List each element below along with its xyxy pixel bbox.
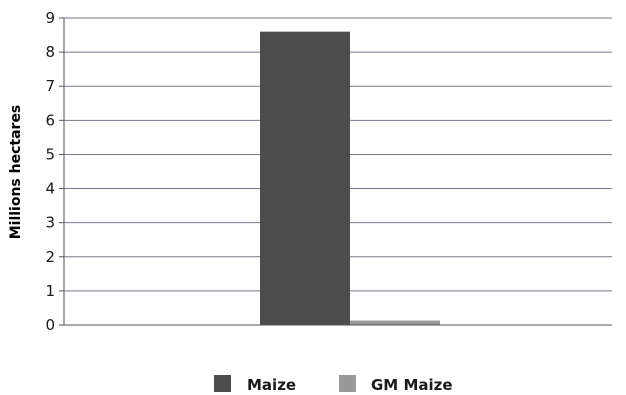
y-tick-label: 7 (45, 77, 55, 95)
bars (260, 31, 440, 326)
y-tick-label: 9 (45, 9, 55, 27)
y-tick-label: 0 (45, 316, 55, 334)
y-tick-label: 8 (45, 43, 55, 61)
y-tick-label: 3 (45, 214, 55, 232)
legend-label: GM Maize (371, 376, 453, 394)
legend-swatch-maize (214, 375, 231, 392)
legend-swatch-gm-maize (339, 375, 356, 392)
axes (63, 18, 612, 326)
y-tick-label: 2 (45, 248, 55, 266)
legend-label: Maize (247, 376, 296, 394)
y-axis-title: Millions hectares (8, 105, 24, 240)
y-tick-label: 4 (45, 180, 55, 198)
legend: Maize GM Maize (214, 375, 453, 394)
y-tick-labels: 0 1 2 3 4 5 6 7 8 9 (45, 9, 55, 334)
bar-maize (260, 31, 350, 326)
y-tick-label: 5 (45, 145, 55, 163)
bar-gm-maize (350, 320, 440, 325)
y-tick-label: 1 (45, 282, 55, 300)
y-tick-label: 6 (45, 111, 55, 129)
